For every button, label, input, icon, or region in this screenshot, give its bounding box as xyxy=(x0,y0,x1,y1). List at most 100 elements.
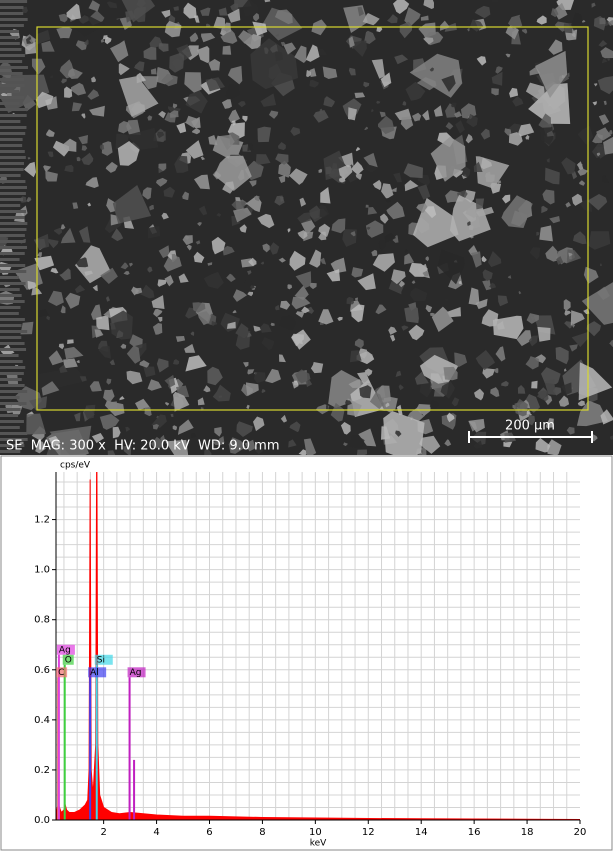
scale-label: 200 µm xyxy=(505,419,555,434)
sem-edge xyxy=(0,198,23,201)
sem-edge xyxy=(0,318,25,321)
sem-edge xyxy=(0,54,25,57)
sem-edge xyxy=(0,312,19,315)
sem-edge xyxy=(0,282,26,285)
sem-edge xyxy=(0,378,22,381)
sem-edge xyxy=(0,30,19,33)
x-tick-label: 14 xyxy=(415,827,428,838)
sem-edge xyxy=(0,390,27,393)
sem-edge xyxy=(0,48,21,51)
x-tick-label: 2 xyxy=(100,827,106,838)
sem-edge xyxy=(0,60,22,63)
x-tick-label: 4 xyxy=(153,827,159,838)
sem-edge xyxy=(0,144,22,147)
sem-edge xyxy=(0,66,28,69)
sem-edge xyxy=(0,18,28,21)
sem-edge xyxy=(0,36,19,39)
x-tick-label: 8 xyxy=(259,827,265,838)
element-label: O xyxy=(65,655,72,665)
sem-edge xyxy=(0,234,25,237)
sem-edge xyxy=(0,324,22,327)
sem-edge xyxy=(0,222,27,225)
sem-edge xyxy=(0,270,26,273)
sem-edge xyxy=(0,336,21,339)
sem-grain xyxy=(366,205,369,208)
sem-edge xyxy=(0,216,25,219)
sem-edge xyxy=(0,354,19,357)
y-tick-label: 0.4 xyxy=(34,715,50,726)
sem-grain xyxy=(404,306,419,323)
sem-edge xyxy=(0,102,20,105)
sem-edge xyxy=(0,414,18,417)
element-label: Ag xyxy=(130,668,142,678)
y-tick-label: 0.6 xyxy=(34,665,50,676)
sem-edge xyxy=(0,264,25,267)
x-tick-label: 16 xyxy=(468,827,481,838)
y-tick-label: 0.0 xyxy=(34,815,50,826)
y-axis-label: cps/eV xyxy=(60,461,91,471)
sem-edge xyxy=(0,78,24,81)
sem-edge xyxy=(0,162,24,165)
sem-edge xyxy=(0,348,26,351)
x-axis-label: keV xyxy=(310,839,327,849)
sem-edge xyxy=(0,84,25,87)
sem-edge xyxy=(0,300,25,303)
sem-edge xyxy=(0,132,25,135)
sem-edge xyxy=(0,192,26,195)
sem-grain xyxy=(599,18,605,25)
sem-image: 200 µm SE MAG: 300 x HV: 20.0 kV WD: 9.0… xyxy=(0,0,613,455)
sem-edge xyxy=(0,150,25,153)
y-tick-label: 0.2 xyxy=(34,765,50,776)
sem-edge xyxy=(0,288,20,291)
sem-edge xyxy=(0,408,21,411)
page: 200 µm SE MAG: 300 x HV: 20.0 kV WD: 9.0… xyxy=(0,0,613,851)
sem-edge xyxy=(0,294,22,297)
sem-grain xyxy=(537,327,550,342)
sem-edge xyxy=(0,372,24,375)
sem-edge xyxy=(0,168,24,171)
sem-edge xyxy=(0,186,27,189)
sem-grain xyxy=(222,46,231,55)
sem-edge xyxy=(0,174,21,177)
sem-edge xyxy=(0,402,27,405)
element-label: Ag xyxy=(59,645,71,655)
sem-edge xyxy=(0,240,25,243)
sem-edge xyxy=(0,6,23,9)
x-tick-label: 12 xyxy=(362,827,375,838)
sem-edge xyxy=(0,120,20,123)
element-label: Si xyxy=(97,655,105,665)
y-tick-label: 1.0 xyxy=(34,565,50,576)
sem-edge xyxy=(0,426,20,429)
x-tick-label: 18 xyxy=(521,827,534,838)
sem-edge xyxy=(0,126,26,129)
spectrum-chart: cps/eV keV 24681012141618200.00.20.40.60… xyxy=(0,455,613,851)
x-tick-label: 6 xyxy=(206,827,212,838)
x-tick-label: 10 xyxy=(309,827,322,838)
sem-edge xyxy=(0,138,23,141)
sem-edge xyxy=(0,12,23,15)
sem-edge xyxy=(0,42,20,45)
sem-edge xyxy=(0,252,25,255)
sem-edge xyxy=(0,72,23,75)
sem-grain xyxy=(531,381,537,389)
sem-edge xyxy=(0,258,20,261)
sem-edge xyxy=(0,432,27,435)
sem-edge xyxy=(0,396,19,399)
sem-edge xyxy=(0,276,19,279)
sem-edge xyxy=(0,228,26,231)
sem-grain xyxy=(258,127,272,143)
sem-edge xyxy=(0,210,26,213)
sem-edge xyxy=(0,0,27,3)
sem-edge xyxy=(0,108,28,111)
sem-grain xyxy=(564,23,573,33)
sem-grain xyxy=(539,225,553,241)
sem-edge xyxy=(0,24,24,27)
sem-edge xyxy=(0,384,25,387)
sem-edge xyxy=(0,306,20,309)
y-tick-label: 1.2 xyxy=(34,515,50,526)
sem-edge xyxy=(0,180,25,183)
sem-edge xyxy=(0,90,19,93)
sem-edge xyxy=(0,330,27,333)
sem-edge xyxy=(0,96,24,99)
sem-edge xyxy=(0,360,23,363)
